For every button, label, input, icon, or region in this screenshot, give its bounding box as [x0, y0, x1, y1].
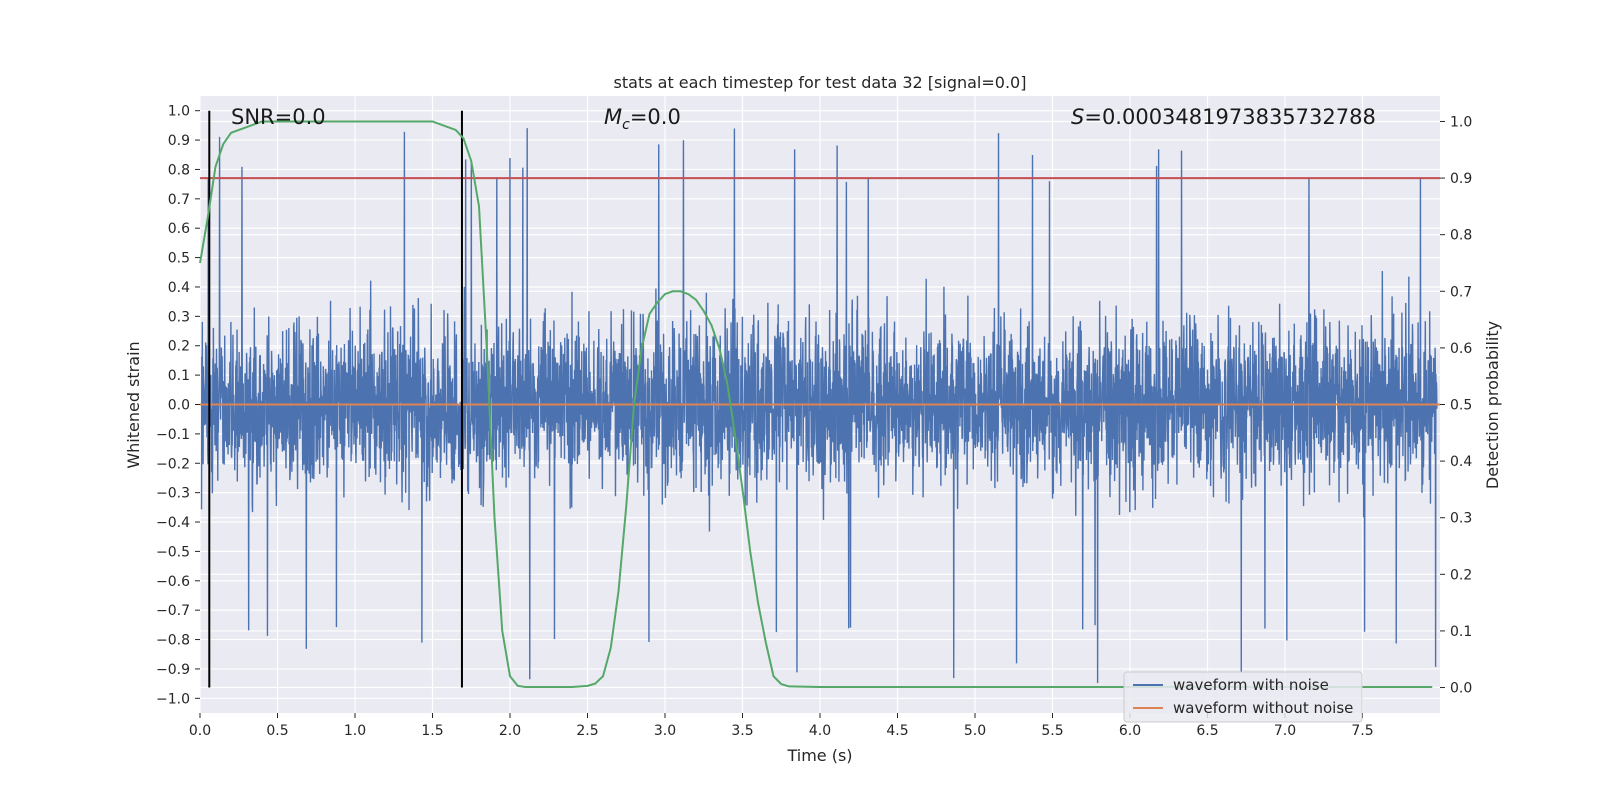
x-tick-label: 4.5: [886, 723, 908, 739]
s-value: =0.0003481973835732788: [1084, 105, 1376, 129]
legend-label-noise: waveform with noise: [1173, 676, 1329, 694]
y-tick-label: 0.3: [168, 309, 190, 325]
mc-value: =0.0: [630, 105, 681, 129]
y-tick-label: −0.9: [156, 662, 190, 678]
x-tick-label: 7.0: [1274, 723, 1296, 739]
y2-tick-label: 0.0: [1450, 681, 1472, 697]
y-tick-label: 0.0: [168, 398, 190, 414]
y2-tick-label: 0.9: [1450, 171, 1472, 187]
x-tick-label: 7.5: [1351, 723, 1373, 739]
legend: waveform with noise waveform without noi…: [1123, 671, 1363, 723]
waveform-with-noise-line: [200, 128, 1438, 684]
x-tick-label: 0.5: [266, 723, 288, 739]
y2-tick-label: 0.7: [1450, 284, 1472, 300]
y-tick-label: 0.6: [168, 221, 190, 237]
mc-subscript: c: [622, 117, 630, 133]
mc-symbol: M: [604, 105, 622, 129]
y-tick-label: 0.8: [168, 162, 190, 178]
y-grid: [200, 110, 1440, 699]
detection-probability-line: [199, 120, 1433, 688]
x-tick-label: 5.5: [1041, 723, 1063, 739]
y2-tick-label: 0.4: [1450, 454, 1472, 470]
x-tick-label: 1.5: [421, 723, 443, 739]
y-tick-label: −0.3: [156, 486, 190, 502]
x-tick-label: 6.0: [1119, 723, 1141, 739]
x-tick-label: 3.5: [731, 723, 753, 739]
y-tick-label: −0.5: [156, 544, 190, 560]
chart-title: stats at each timestep for test data 32 …: [614, 73, 1027, 92]
y2-axis-ticks: 1.0 0.9 0.8 0.7 0.6 0.5 0.4 0.3 0.2 0.1 0.0: [1440, 114, 1472, 697]
legend-label-clean: waveform without noise: [1173, 699, 1353, 717]
y-tick-label: −0.6: [156, 574, 190, 590]
y-tick-label: −0.4: [156, 515, 190, 531]
y2-tick-label: 0.2: [1450, 567, 1472, 583]
y2-tick-label: 0.1: [1450, 624, 1472, 640]
y-tick-label: 0.4: [168, 280, 190, 296]
y-axis-label: Whitened strain: [124, 341, 143, 468]
y2-tick-label: 0.6: [1450, 341, 1472, 357]
y-tick-label: −0.8: [156, 633, 190, 649]
y-tick-label: −0.2: [156, 456, 190, 472]
y-tick-label: −0.1: [156, 427, 190, 443]
y-axis-ticks: 1.0 0.9 0.8 0.7 0.6 0.5 0.4 0.3 0.2 0.1 0.0 −0.1 −0.…: [156, 104, 200, 707]
x-tick-label: 2.0: [499, 723, 521, 739]
mc-annotation: Mc=0.0: [604, 105, 681, 133]
y2-tick-label: 1.0: [1450, 114, 1472, 130]
x-axis-ticks: 0.0 0.5 1.0 1.5 2.0 2.5 3.0 3.5 4.0 4.5 5.0 5.5 6.0 6…: [189, 713, 1374, 739]
y2-tick-label: 0.3: [1450, 511, 1472, 527]
x-tick-label: 6.5: [1196, 723, 1218, 739]
y-tick-label: 1.0: [168, 104, 190, 120]
y-tick-label: −0.7: [156, 603, 190, 619]
y2-tick-label: 0.5: [1450, 398, 1472, 414]
y-tick-label: −1.0: [156, 691, 190, 707]
x-tick-label: 0.0: [189, 723, 211, 739]
y-tick-label: 0.9: [168, 133, 190, 149]
y-tick-label: 0.1: [168, 368, 190, 384]
s-symbol: S: [1071, 105, 1084, 129]
snr-annotation: SNR=0.0: [231, 105, 326, 129]
y2-tick-label: 0.8: [1450, 228, 1472, 244]
series-waveform-with-noise: [200, 128, 1438, 684]
x-tick-label: 2.5: [576, 723, 598, 739]
y-tick-label: 0.5: [168, 251, 190, 267]
s-annotation: S=0.0003481973835732788: [1071, 105, 1376, 129]
y2-axis-label: Detection probability: [1483, 321, 1502, 489]
x-tick-label: 5.0: [964, 723, 986, 739]
x-axis-label: Time (s): [786, 746, 852, 765]
x-tick-label: 1.0: [344, 723, 366, 739]
x-tick-label: 4.0: [809, 723, 831, 739]
legend-box: [1123, 671, 1363, 723]
x-tick-label: 3.0: [654, 723, 676, 739]
y-tick-label: 0.7: [168, 192, 190, 208]
y-tick-label: 0.2: [168, 339, 190, 355]
